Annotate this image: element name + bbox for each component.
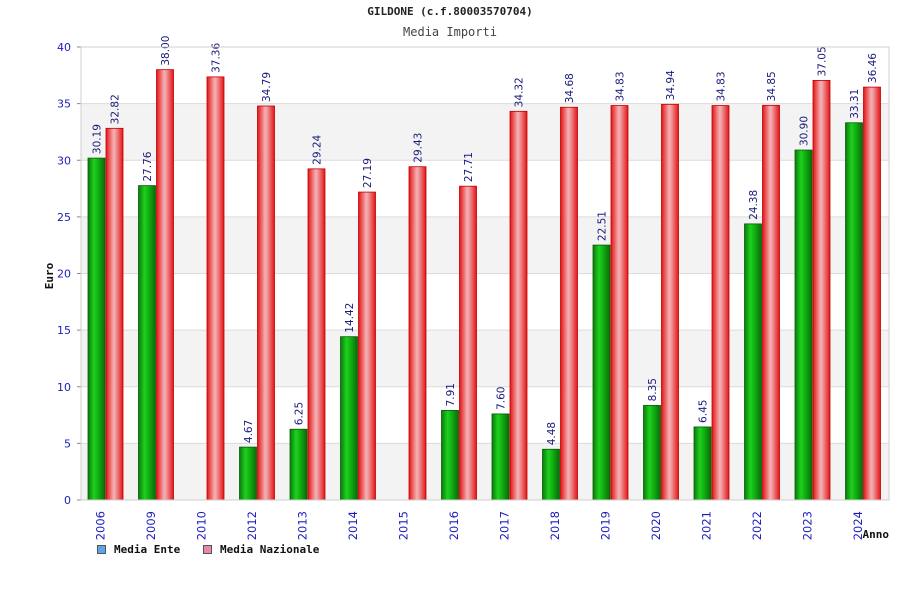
bar-media-ente (845, 122, 863, 501)
data-label: 27.71 (463, 152, 475, 182)
data-label: 6.45 (698, 400, 710, 423)
data-label: 37.36 (211, 43, 223, 73)
data-label: 6.25 (294, 402, 306, 425)
bar-media-nazionale (257, 105, 275, 501)
legend-swatch-ente (97, 545, 106, 554)
bar-media-nazionale (560, 106, 578, 501)
data-label: 22.51 (597, 211, 609, 241)
y-tick-label: 10 (57, 381, 71, 394)
bar-media-ente (340, 336, 358, 501)
legend-swatch-nazionale (203, 545, 212, 554)
data-label: 37.05 (817, 46, 829, 76)
bar-media-nazionale (610, 105, 629, 501)
data-label: 34.83 (615, 71, 627, 101)
bar-media-ente (441, 410, 459, 501)
x-tick-label: 2006 (93, 511, 107, 540)
bar-media-ente (491, 413, 510, 501)
data-label: 36.46 (867, 53, 879, 83)
x-tick-label: 2015 (396, 511, 410, 540)
bar-media-nazionale (812, 80, 831, 501)
x-tick-label: 2021 (699, 511, 713, 540)
data-label: 8.35 (647, 378, 659, 401)
data-label: 34.83 (716, 71, 728, 101)
data-label: 34.94 (665, 70, 677, 100)
data-label: 4.67 (243, 420, 255, 443)
chart-subtitle: Media Importi (403, 25, 497, 39)
bar-media-ente (794, 149, 813, 501)
data-label: 24.38 (748, 190, 760, 220)
data-label: 34.68 (564, 73, 576, 103)
data-label: 33.31 (849, 89, 861, 119)
bar-media-ente (289, 428, 308, 501)
data-label: 27.19 (362, 158, 374, 188)
data-label: 34.79 (261, 72, 273, 102)
bar-media-nazionale (711, 105, 730, 501)
x-axis-label: Anno (863, 528, 890, 541)
y-tick-label: 25 (57, 211, 71, 224)
bar-media-nazionale (206, 76, 225, 501)
bar-media-nazionale (156, 69, 174, 501)
bar-media-nazionale (105, 127, 124, 501)
data-label: 14.42 (344, 303, 356, 333)
y-tick-label: 30 (57, 154, 71, 167)
x-tick-label: 2009 (144, 511, 158, 540)
data-label: 32.82 (110, 94, 122, 124)
bar-media-ente (592, 244, 611, 501)
bar-media-nazionale (459, 185, 477, 501)
legend-label-ente: Media Ente (114, 543, 181, 556)
x-tick-label: 2019 (598, 511, 612, 540)
legend-item-nazionale: Media Nazionale (203, 543, 319, 556)
data-label: 7.60 (496, 387, 508, 410)
data-label: 7.91 (445, 383, 457, 406)
data-label: 27.76 (142, 151, 154, 181)
plot-border (80, 46, 890, 501)
data-label: 38.00 (160, 36, 172, 66)
data-label: 29.43 (413, 133, 425, 163)
data-label: 34.32 (514, 77, 526, 107)
x-tick-label: 2018 (548, 511, 562, 540)
x-tick-label: 2023 (800, 511, 814, 540)
bar-media-nazionale (408, 166, 427, 501)
y-tick-label: 20 (57, 268, 71, 281)
x-tick-label: 2014 (346, 511, 360, 540)
bar-media-nazionale (762, 104, 780, 501)
x-tick-label: 2013 (295, 511, 309, 540)
y-tick-label: 5 (64, 437, 71, 450)
y-tick-label: 40 (57, 41, 71, 54)
legend-item-ente: Media Ente (97, 543, 180, 556)
bar-media-ente (542, 448, 560, 501)
bar-media-nazionale (863, 86, 881, 501)
data-label: 30.90 (799, 116, 811, 146)
data-label: 30.19 (92, 124, 104, 154)
bar-media-ente (87, 157, 106, 501)
x-tick-label: 2022 (750, 511, 764, 540)
bar-media-nazionale (661, 103, 679, 501)
bar-media-ente (239, 446, 257, 501)
data-label: 29.24 (312, 134, 324, 164)
x-tick-label: 2012 (245, 511, 259, 540)
x-tick-label: 2017 (497, 511, 511, 540)
y-axis-label: Euro (43, 262, 56, 289)
chart-title: GILDONE (c.f.80003570704) (367, 5, 533, 18)
bar-media-ente (744, 223, 762, 501)
bar-media-ente (643, 405, 661, 501)
y-tick-label: 0 (64, 494, 71, 507)
bar-media-nazionale (307, 168, 326, 501)
y-tick-label: 35 (57, 98, 71, 111)
x-tick-label: 2024 (851, 511, 865, 540)
bar-media-ente (138, 185, 156, 501)
x-tick-label: 2010 (194, 511, 208, 540)
data-label: 34.85 (766, 71, 778, 101)
bar-media-ente (693, 426, 712, 501)
x-tick-label: 2016 (447, 511, 461, 540)
y-tick-label: 15 (57, 324, 71, 337)
bar-media-nazionale (358, 191, 376, 501)
legend-label-nazionale: Media Nazionale (220, 543, 320, 556)
bar-media-nazionale (509, 110, 528, 501)
data-label: 4.48 (546, 422, 558, 445)
x-tick-label: 2020 (649, 511, 663, 540)
